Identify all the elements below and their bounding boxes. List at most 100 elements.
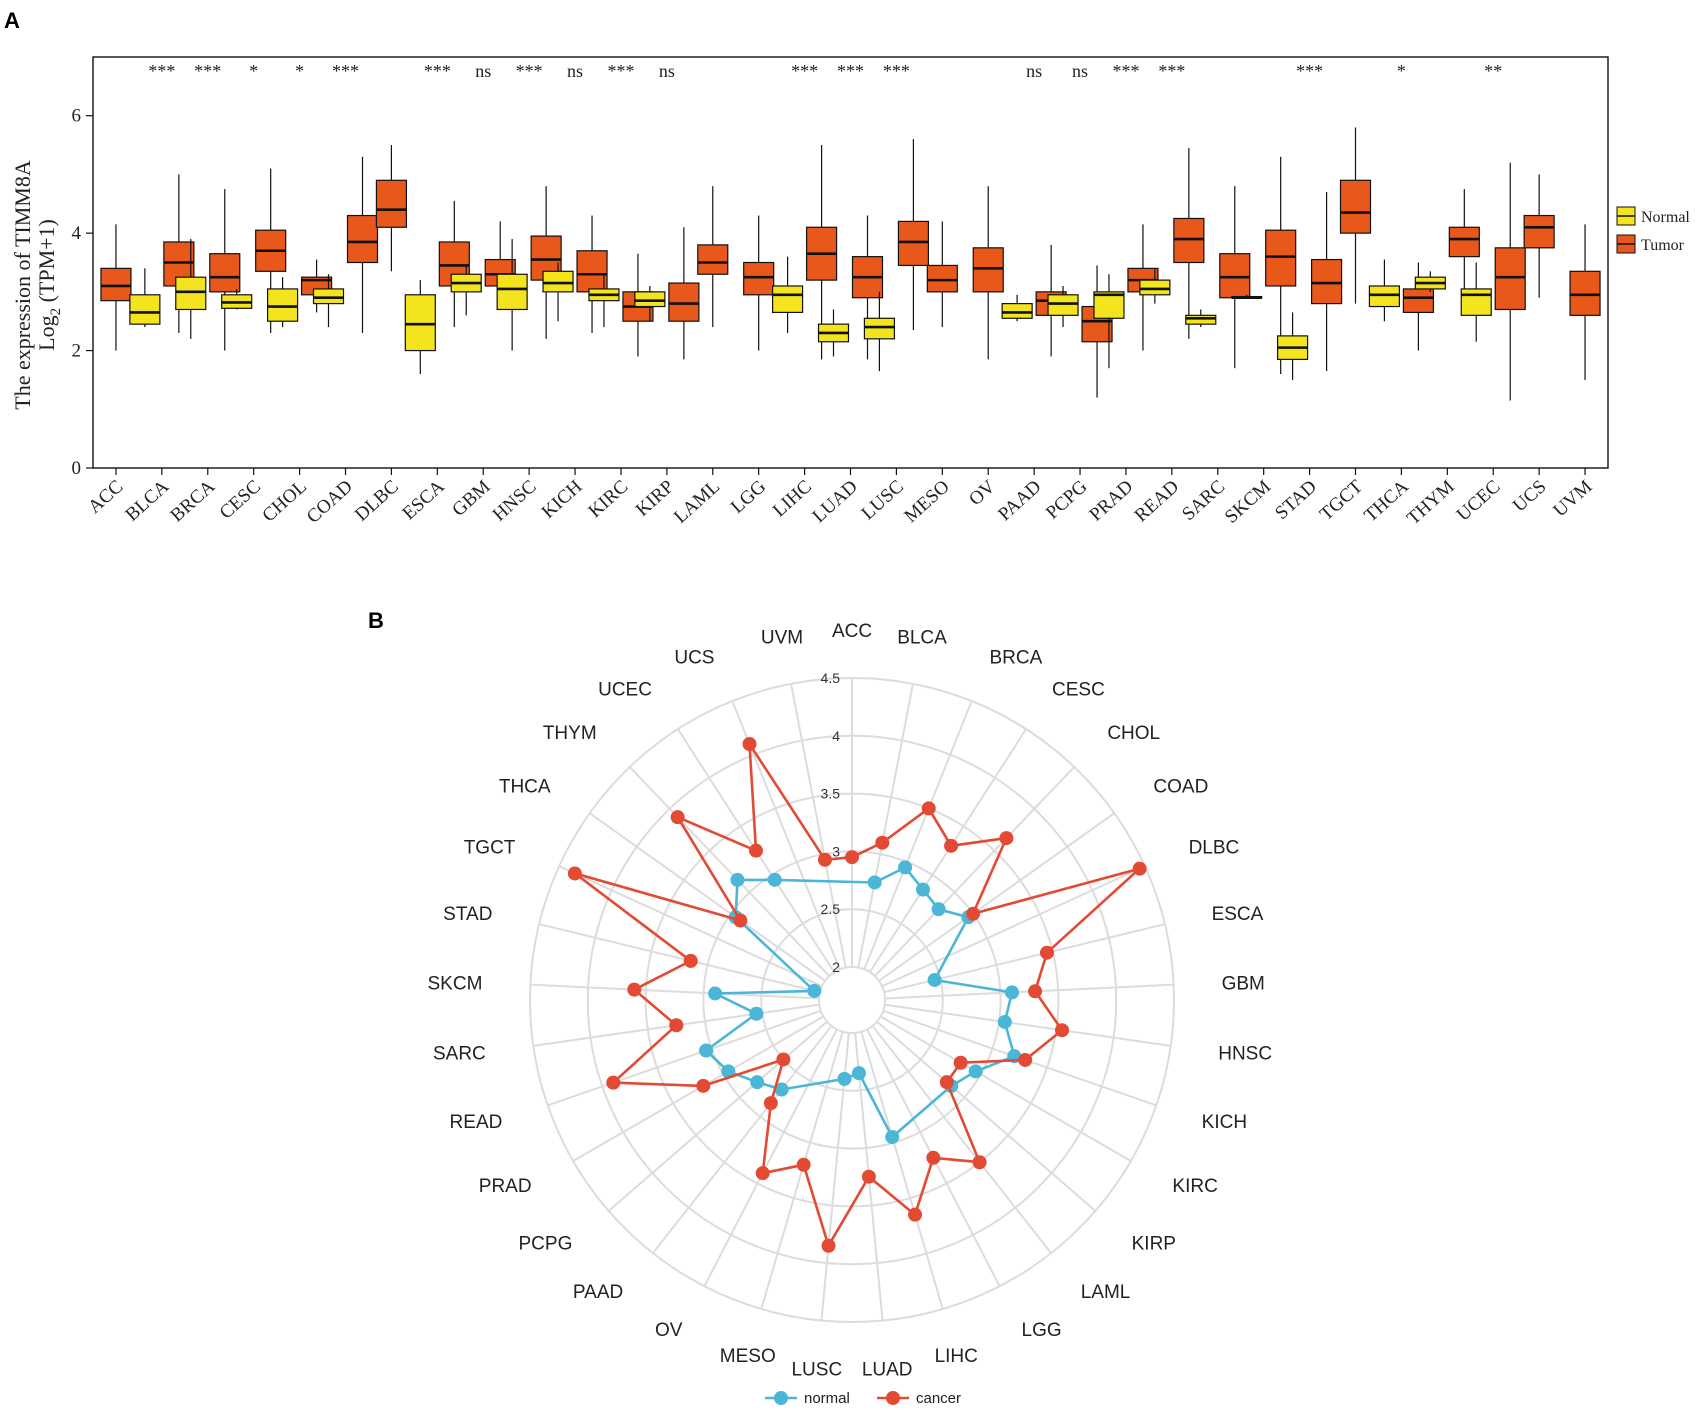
radar-point-cancer [861, 1169, 876, 1184]
radar-point-cancer [921, 801, 936, 816]
y-axis-label-line1: The expression of TIMM8A [10, 160, 35, 410]
box-normal-kirc [588, 274, 620, 328]
radar-point-normal [997, 1014, 1012, 1029]
radar-panel: ACC BLCA BRCA CESC CHOL COAD DLBC ESCA GBM HNSC KI… [428, 621, 1273, 1407]
significance-label: ns [475, 61, 491, 81]
box-normal-read [1139, 268, 1171, 304]
radar-point-normal [807, 983, 822, 998]
radar-spoke [881, 865, 1146, 988]
radar-spoke [703, 1028, 838, 1287]
radar-category-label: HNSC [1218, 1044, 1272, 1065]
radar-category-label: LUSC [791, 1359, 842, 1380]
radar-spoke [880, 1015, 1132, 1162]
panel-b-letter: B [368, 608, 384, 633]
box-iqr [1047, 294, 1079, 316]
radar-ring-label: 4 [832, 728, 840, 744]
radar-point-cancer [999, 831, 1014, 846]
radar-point-normal [749, 1006, 764, 1021]
radar-category-label: SARC [433, 1044, 486, 1065]
box-tumor-acc [100, 224, 132, 351]
box-normal-pcpg [1047, 285, 1079, 328]
radar-category-label: CESC [1052, 680, 1105, 701]
radar-spoke [629, 766, 830, 977]
radar-point-cancer [1055, 1023, 1070, 1038]
box-normal-paad [1001, 294, 1033, 322]
radar-spoke [871, 1025, 1052, 1254]
significance-labels: *** *** * * *** *** ns *** ns *** ns *** *** *** ns ns *… [148, 61, 1502, 81]
box-iqr [346, 214, 379, 264]
radar-category-label: MESO [720, 1346, 776, 1367]
significance-label: * [249, 61, 258, 81]
radar-point-normal [867, 875, 882, 890]
radar-category-label: UCEC [598, 680, 652, 701]
box-tumor-uvm [1569, 224, 1601, 380]
box-tumor-lgg [743, 215, 775, 351]
box-iqr [100, 267, 132, 302]
box-tumor-thym [1448, 189, 1480, 292]
radar-point-cancer [776, 1052, 791, 1067]
box-tumor-meso [926, 221, 958, 328]
legend-label: Normal [1641, 209, 1690, 226]
radar-point-cancer [1018, 1052, 1033, 1067]
radar-spoke [547, 1009, 822, 1107]
box-normal-skcm [1231, 294, 1263, 300]
box-normal-prad [1093, 274, 1125, 369]
radar-center-hole [820, 968, 884, 1032]
radar-point-cancer [606, 1075, 621, 1090]
box-tumor-ucec [1494, 162, 1526, 401]
radar-point-cancer [670, 810, 685, 825]
radar-category-label: THCA [499, 776, 551, 797]
radar-point-normal [837, 1071, 852, 1086]
significance-label: * [1397, 61, 1406, 81]
box-iqr [1448, 226, 1480, 258]
radar-ring [529, 677, 1175, 1323]
radar-point-cancer [1132, 861, 1147, 876]
boxplot-area [92, 56, 1609, 469]
radar-point-cancer [683, 953, 698, 968]
box-iqr [312, 288, 345, 305]
significance-label: *** [1158, 61, 1185, 81]
box-iqr [1368, 285, 1401, 308]
box-normal-lusc [863, 291, 896, 372]
box-iqr [1310, 258, 1343, 305]
legend-marker [886, 1391, 900, 1405]
radar-category-label: OV [655, 1320, 683, 1341]
box-normal-sarc [1185, 309, 1217, 328]
radar-spoke [884, 1003, 1171, 1047]
box-normal-stad [1276, 312, 1309, 380]
box-normal-thca [1368, 259, 1401, 322]
radar-series [567, 736, 1147, 1253]
box-iqr [496, 273, 528, 311]
radar-category-label: PAAD [573, 1282, 623, 1303]
box-normal-lihc [771, 256, 804, 333]
box-iqr [1265, 229, 1297, 287]
legend-label: cancer [916, 1390, 961, 1407]
box-iqr [1185, 314, 1217, 325]
box-normal-blca [129, 268, 161, 328]
radar-point-cancer [944, 838, 959, 853]
box-iqr [1093, 291, 1125, 319]
radar-spoke [878, 812, 1115, 982]
box-iqr [634, 291, 666, 308]
radar-point-cancer [696, 1078, 711, 1093]
radar-category-label: ACC [832, 621, 872, 642]
significance-label: *** [883, 61, 910, 81]
radar-category-label: STAD [443, 904, 492, 925]
radar-category-label: LAML [1081, 1282, 1131, 1303]
radar-category-label: READ [450, 1112, 503, 1133]
box-tumor-kirp [668, 227, 700, 360]
radar-category-label: LGG [1022, 1320, 1062, 1341]
radar-category-labels: ACC BLCA BRCA CESC CHOL COAD DLBC ESCA GBM HNSC KI… [428, 621, 1273, 1380]
radar-point-normal [721, 1064, 736, 1079]
significance-label: *** [791, 61, 818, 81]
box-tumor-dlbc [375, 145, 408, 272]
radar-category-label: PCPG [519, 1233, 573, 1254]
radar-category-label: PRAD [479, 1176, 532, 1197]
box-tumor-brca [209, 189, 241, 351]
box-tumor-laml [697, 186, 729, 328]
radar-point-cancer [733, 913, 748, 928]
radar-point-cancer [845, 850, 859, 865]
radar-point-cancer [627, 982, 642, 997]
box-iqr [1219, 253, 1251, 299]
box-iqr [175, 276, 207, 311]
